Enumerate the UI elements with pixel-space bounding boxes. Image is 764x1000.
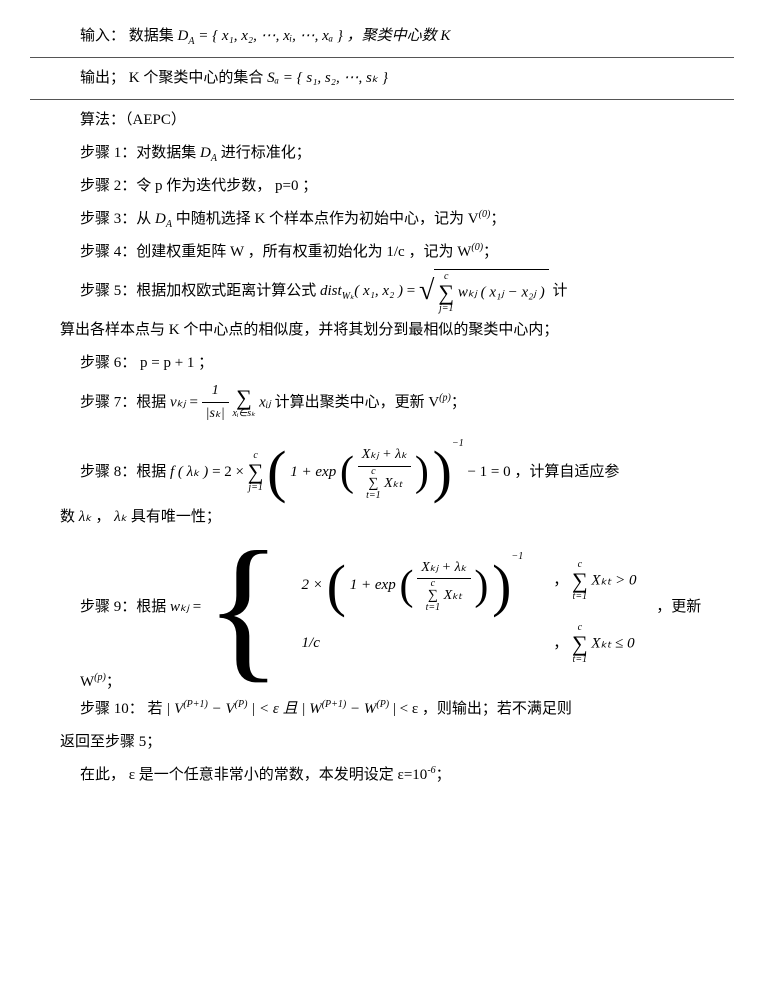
- algo-label: 算法：（AEPC）: [30, 104, 734, 137]
- step-3: 步骤 3：从 DA 中随机选择 K 个样本点作为初始中心，记为 V(0)；: [30, 203, 734, 236]
- divider-1: [30, 57, 734, 58]
- output-set: Sₐ = { s₁, s₂, ⋯, sₖ }: [267, 70, 388, 86]
- output-label: 输出；: [80, 70, 125, 86]
- input-label: 输入：: [80, 28, 125, 44]
- step-10: 步骤 10： 若 | V(P+1) − V(P) | < ε 且 | W(P+1…: [30, 693, 734, 726]
- sqrt-formula: √ c∑j=1 wₖⱼ ( x₁ⱼ − x₂ⱼ ): [419, 269, 549, 314]
- step-2: 步骤 2：令 p 作为迭代步数， p=0 ；: [30, 170, 734, 203]
- footnote: 在此， ε 是一个任意非常小的常数，本发明设定 ε=10-6；: [30, 759, 734, 792]
- step-5-cont: 算出各样本点与 K 个中心点的相似度，并将其划分到最相似的聚类中心内；: [30, 314, 734, 347]
- step-4: 步骤 4：创建权重矩阵 W ，所有权重初始化为 1/c ，记为 W(0)；: [30, 236, 734, 269]
- step-5: 步骤 5：根据加权欧式距离计算公式 distWₖ( x₁, x₂ ) = √ c…: [30, 269, 734, 314]
- cases-table: 2 × ( 1 + exp ( Xₖⱼ + λₖ c∑t=1 Xₖₜ ) )−1…: [286, 544, 653, 671]
- step-6: 步骤 6： p = p + 1 ；: [30, 347, 734, 380]
- divider-2: [30, 99, 734, 100]
- step-8: 步骤 8：根据 f ( λₖ ) = 2 × c∑j=1 ( 1 + exp (…: [30, 436, 734, 501]
- output-row: 输出； K 个聚类中心的集合 Sₐ = { s₁, s₂, ⋯, sₖ }: [30, 62, 734, 95]
- step-7: 步骤 7：根据 vₖⱼ = 1|sₖ| ∑xᵢ∈sₖ xᵢⱼ 计算出聚类中心，更…: [30, 380, 734, 426]
- input-braces: = { x₁, x₂, ⋯, xᵢ, ⋯, xₐ } ，聚类中心数 K: [198, 28, 450, 44]
- step-9: 步骤 9：根据 wₖⱼ = { 2 × ( 1 + exp ( Xₖⱼ + λₖ…: [30, 544, 734, 693]
- step-8-cont: 数 λₖ ， λₖ 具有唯一性；: [30, 501, 734, 534]
- input-text: 数据集: [129, 28, 178, 44]
- input-row: 输入： 数据集 DA = { x₁, x₂, ⋯, xᵢ, ⋯, xₐ } ，聚…: [30, 20, 734, 53]
- step-1: 步骤 1：对数据集 DA 进行标准化；: [30, 137, 734, 170]
- step-10-cont: 返回至步骤 5；: [30, 726, 734, 759]
- output-text: K 个聚类中心的集合: [129, 70, 267, 86]
